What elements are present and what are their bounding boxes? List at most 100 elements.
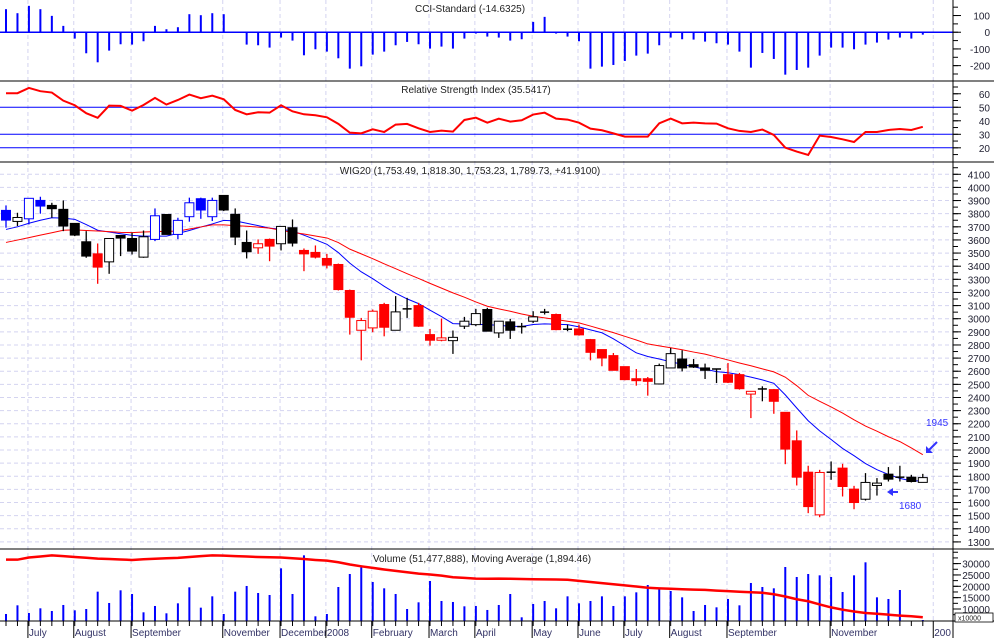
cci-bar bbox=[348, 32, 351, 69]
volume-bar bbox=[658, 588, 661, 621]
cci-bar bbox=[726, 32, 729, 45]
price-axis-tick-label: 1400 bbox=[968, 525, 991, 536]
cci-bar bbox=[921, 32, 924, 35]
volume-bar bbox=[337, 587, 340, 621]
month-label: August bbox=[75, 628, 106, 638]
cci-bar bbox=[165, 29, 168, 33]
volume-bar bbox=[818, 575, 821, 621]
candle-body bbox=[195, 198, 206, 211]
candle bbox=[482, 307, 493, 332]
candle-body bbox=[837, 467, 848, 488]
candle-body bbox=[493, 320, 504, 334]
candle-body bbox=[780, 411, 791, 450]
volume-bar bbox=[16, 605, 19, 621]
volume-bar bbox=[738, 605, 741, 621]
price-axis-tick-label: 2200 bbox=[968, 420, 991, 431]
candle bbox=[493, 320, 504, 338]
cci-bar bbox=[429, 32, 432, 49]
month-label: February bbox=[373, 628, 413, 638]
volume-bar bbox=[589, 600, 592, 621]
cci-bar bbox=[417, 32, 420, 45]
volume-bar bbox=[749, 582, 752, 621]
volume-unit-box bbox=[954, 612, 994, 623]
volume-bar bbox=[784, 567, 787, 621]
volume-bar bbox=[600, 596, 603, 621]
candle bbox=[390, 296, 401, 331]
candle-body bbox=[12, 216, 23, 222]
candle-body bbox=[298, 249, 309, 255]
volume-axis-tick-label: 20000 bbox=[962, 582, 990, 593]
volume-bar bbox=[165, 613, 168, 621]
candle bbox=[104, 237, 115, 274]
price-axis-tick-label: 2000 bbox=[968, 446, 991, 457]
candle-body bbox=[379, 304, 390, 328]
volume-axis-tick-label: 25000 bbox=[962, 571, 990, 582]
volume-bar bbox=[348, 573, 351, 621]
candle-body bbox=[528, 316, 539, 322]
cci-bar bbox=[257, 32, 260, 46]
candle-body bbox=[585, 339, 596, 353]
cci-bar bbox=[16, 13, 19, 33]
cci-bar bbox=[245, 32, 248, 45]
candle-body bbox=[390, 311, 401, 331]
volume-bar bbox=[360, 567, 363, 621]
candle bbox=[264, 238, 275, 262]
price-axis-tick-label: 2900 bbox=[968, 328, 991, 339]
cci-bar bbox=[623, 32, 626, 61]
candle-body bbox=[677, 358, 688, 369]
candle bbox=[46, 202, 57, 218]
cci-bar bbox=[62, 25, 65, 33]
month-label: December bbox=[281, 628, 328, 638]
candle bbox=[356, 317, 367, 361]
candle bbox=[69, 222, 80, 237]
candle bbox=[654, 363, 665, 385]
candle bbox=[436, 318, 447, 342]
price-axis-tick-label: 3700 bbox=[968, 223, 991, 234]
cci-bar bbox=[807, 32, 810, 68]
cci-bar bbox=[268, 32, 271, 48]
candle-body bbox=[849, 488, 860, 504]
candle bbox=[619, 366, 630, 381]
volume-bar bbox=[451, 601, 454, 621]
cci-bar bbox=[532, 21, 535, 33]
cci-bar bbox=[280, 32, 283, 38]
volume-bar bbox=[646, 585, 649, 621]
rsi-line bbox=[6, 86, 924, 157]
cci-bar bbox=[142, 32, 145, 42]
candle bbox=[631, 368, 642, 386]
candle-body bbox=[92, 253, 103, 268]
volume-bar bbox=[623, 596, 626, 621]
volume-bar bbox=[474, 605, 477, 621]
volume-bar bbox=[853, 575, 856, 621]
candle bbox=[35, 196, 46, 214]
cci-bar bbox=[555, 32, 558, 34]
candle-body bbox=[768, 389, 779, 402]
cci-bar bbox=[314, 32, 317, 50]
volume-bar bbox=[62, 604, 65, 621]
month-label: September bbox=[132, 628, 182, 638]
candle bbox=[528, 311, 539, 323]
candle bbox=[367, 309, 378, 333]
month-label: November bbox=[224, 628, 271, 638]
candle bbox=[700, 363, 711, 379]
cci-bar bbox=[612, 32, 615, 65]
cci-bar bbox=[188, 14, 191, 33]
candle-body bbox=[608, 355, 619, 371]
cci-bar bbox=[830, 32, 833, 48]
candle-body bbox=[482, 309, 493, 332]
cci-bar bbox=[222, 14, 225, 33]
candle bbox=[883, 467, 894, 482]
candle bbox=[333, 263, 344, 291]
candle bbox=[470, 308, 481, 327]
price-axis-tick-label: 2600 bbox=[968, 367, 991, 378]
candle bbox=[402, 297, 412, 318]
candle bbox=[207, 197, 218, 222]
candle bbox=[58, 200, 69, 232]
candle bbox=[81, 231, 92, 258]
volume-bar bbox=[188, 587, 191, 621]
price-axis-tick-label: 2700 bbox=[968, 354, 991, 365]
volume-bar bbox=[371, 581, 374, 621]
candle bbox=[161, 213, 172, 235]
volume-bar bbox=[211, 596, 214, 621]
